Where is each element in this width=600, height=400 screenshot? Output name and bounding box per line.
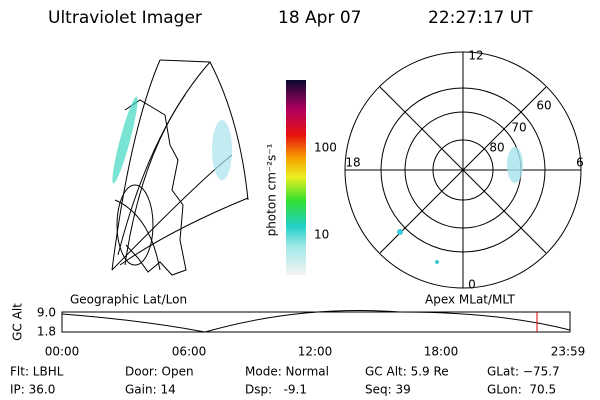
mlt-label: 6 (576, 156, 584, 170)
lat-label: 70 (511, 121, 526, 135)
status-text: Dsp: -9.1 (245, 383, 307, 397)
status-text: Door: Open (125, 365, 194, 379)
mlt-label: 12 (468, 49, 483, 63)
panel-label: Geographic Lat/Lon (70, 293, 187, 307)
colorbar-tick: 100 (314, 141, 337, 155)
colorbar-label: photon cm⁻²s⁻¹ (265, 143, 279, 236)
colorbar-tick: 10 (314, 228, 329, 242)
status-text: Seq: 39 (365, 383, 411, 397)
mlt-label: 0 (468, 278, 476, 292)
geo-map (111, 59, 249, 276)
status-text: IP: 36.0 (10, 383, 55, 397)
lat-label: 60 (536, 99, 551, 113)
x-tick-label: 00:00 (45, 345, 80, 359)
altitude-axis-label: GC Alt (11, 303, 25, 341)
polar-plot (344, 51, 582, 289)
status-text: GLon: 70.5 (487, 383, 556, 397)
status-bar: Flt: LBHL Door: Open Mode: Normal GC Alt: 5… (10, 365, 560, 397)
x-tick-label: 23:59 (551, 345, 586, 359)
status-text: Flt: LBHL (10, 365, 64, 379)
x-tick-label: 06:00 (172, 345, 207, 359)
time: 22:27:17 UT (428, 8, 533, 28)
status-text: Mode: Normal (245, 365, 329, 379)
y-tick-label: 1.8 (37, 325, 56, 339)
panel-label: Apex MLat/MLT (425, 293, 515, 307)
mlt-label: 18 (345, 156, 360, 170)
status-text: GLat: −75.7 (487, 365, 560, 379)
x-tick-label: 12:00 (298, 345, 333, 359)
altitude-curve (61, 310, 571, 333)
lat-label: 80 (489, 141, 504, 155)
title: Ultraviolet Imager (48, 8, 202, 28)
colorbar (286, 80, 306, 275)
status-text: GC Alt: 5.9 Re (365, 365, 449, 379)
status-text: Gain: 14 (125, 383, 176, 397)
x-tick-label: 18:00 (424, 345, 459, 359)
y-tick-label: 9.0 (37, 306, 56, 320)
date: 18 Apr 07 (278, 8, 361, 28)
